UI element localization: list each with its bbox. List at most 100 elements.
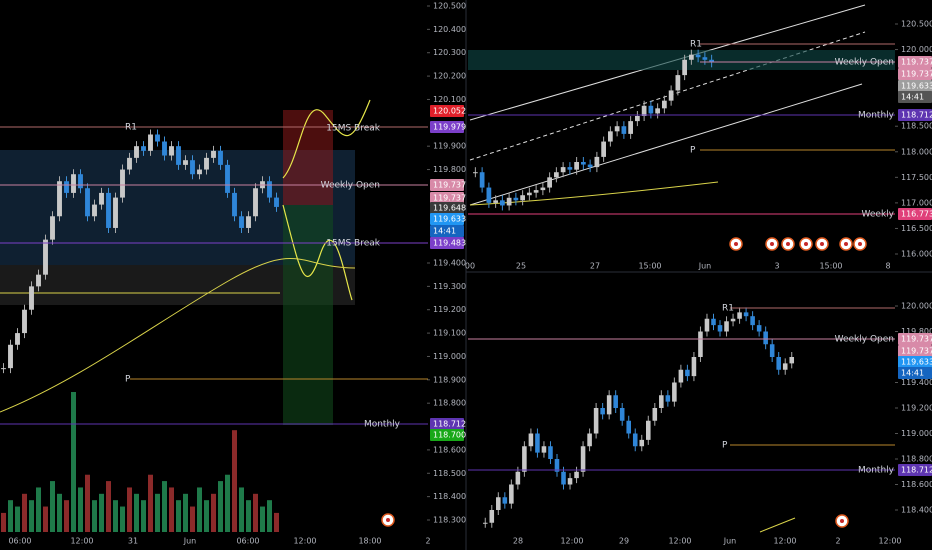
candle	[737, 312, 742, 319]
candle	[78, 174, 83, 189]
event-icon-dot	[770, 242, 774, 246]
volume-bar	[176, 500, 181, 532]
x-tick-label: 2	[835, 537, 840, 546]
x-tick-label: 25	[516, 262, 526, 271]
price-badge-text: 14:41	[901, 93, 924, 102]
candle	[628, 121, 633, 134]
candle	[496, 497, 501, 510]
volume-bar	[71, 392, 76, 532]
volume-bar	[141, 500, 146, 532]
candle	[763, 331, 768, 345]
candle	[574, 471, 579, 479]
volume-bar	[204, 500, 209, 532]
volume-bar	[64, 500, 69, 532]
candle	[702, 57, 708, 60]
price-badge	[430, 213, 464, 225]
candle	[593, 408, 599, 434]
candle	[606, 395, 612, 415]
price-badge-text: 119.737	[901, 70, 932, 79]
candle	[85, 188, 90, 217]
candle	[601, 141, 606, 157]
price-badge	[430, 192, 464, 204]
y-tick-label: 118.300	[433, 516, 466, 525]
price-badge-text: 14:41	[433, 227, 456, 236]
y-tick-label: 117.500	[901, 173, 932, 182]
candle	[645, 420, 651, 440]
y-tick-label: 118.800	[433, 399, 466, 408]
candle	[548, 446, 553, 459]
candle	[756, 325, 762, 332]
candle	[473, 172, 478, 174]
volume-bar	[155, 493, 160, 532]
x-tick-label: 3	[774, 262, 779, 271]
level-label: P	[690, 146, 696, 156]
level-label: Monthly	[858, 466, 895, 476]
candle	[675, 75, 681, 91]
candle	[750, 316, 755, 326]
candle	[500, 200, 505, 206]
candle	[225, 164, 230, 193]
candle	[691, 357, 697, 377]
candle	[527, 192, 532, 196]
event-icon-dot	[858, 242, 862, 246]
volume-bar	[43, 506, 48, 532]
volume-bar	[239, 487, 244, 532]
candle	[533, 190, 539, 193]
x-tick-label: Jun	[183, 537, 197, 546]
candle	[183, 160, 188, 165]
x-tick-label: 12:00	[773, 537, 796, 546]
candle	[540, 187, 546, 191]
candle	[528, 433, 534, 447]
volume-bar	[246, 500, 251, 532]
candle	[169, 146, 174, 156]
target-box	[283, 205, 333, 425]
level-label: Monthly	[364, 420, 401, 430]
candle	[106, 192, 111, 228]
y-tick-label: 119.800	[433, 165, 466, 174]
candle	[632, 433, 638, 447]
event-icon-dot	[820, 242, 824, 246]
candle	[613, 395, 618, 408]
price-badge-text: 119.737	[901, 58, 932, 67]
volume-bar	[183, 493, 188, 532]
candle	[619, 408, 625, 421]
y-tick-label: 118.500	[901, 122, 932, 131]
price-badge-text: 116.773	[901, 210, 932, 219]
candle	[274, 197, 279, 207]
candle	[659, 395, 664, 408]
candle	[689, 54, 694, 60]
candle	[678, 369, 684, 383]
candle	[547, 177, 552, 188]
candle	[502, 497, 508, 504]
candle	[668, 90, 674, 101]
x-tick-label: 8	[885, 262, 890, 271]
price-badge-text: 119.737	[901, 335, 932, 344]
y-tick-label: 119.300	[433, 282, 466, 291]
volume-bar	[113, 500, 118, 532]
level-label: Weekly Open	[835, 335, 894, 345]
candle	[561, 471, 566, 485]
candle	[554, 172, 559, 178]
zone	[468, 50, 895, 70]
volume-bar	[8, 500, 13, 532]
x-tick-label: 12:00	[668, 537, 691, 546]
y-tick-label: 119.200	[433, 305, 466, 314]
volume-bar	[218, 481, 223, 532]
channel-line	[469, 83, 863, 206]
price-badge-text: 14:41	[901, 369, 924, 378]
candle	[695, 54, 701, 58]
level-label: Weekly Open	[321, 181, 380, 191]
candle	[769, 344, 775, 357]
candle	[239, 216, 244, 228]
price-badge-text: 119.633	[901, 358, 932, 367]
candle	[232, 192, 237, 217]
level-label: 15MS Break	[326, 124, 381, 134]
y-tick-label: 120.300	[433, 48, 466, 57]
candle	[709, 59, 714, 63]
price-badge	[898, 68, 932, 80]
candle	[64, 181, 69, 193]
candle	[190, 160, 195, 175]
price-badge	[430, 105, 464, 117]
candle	[50, 216, 55, 240]
